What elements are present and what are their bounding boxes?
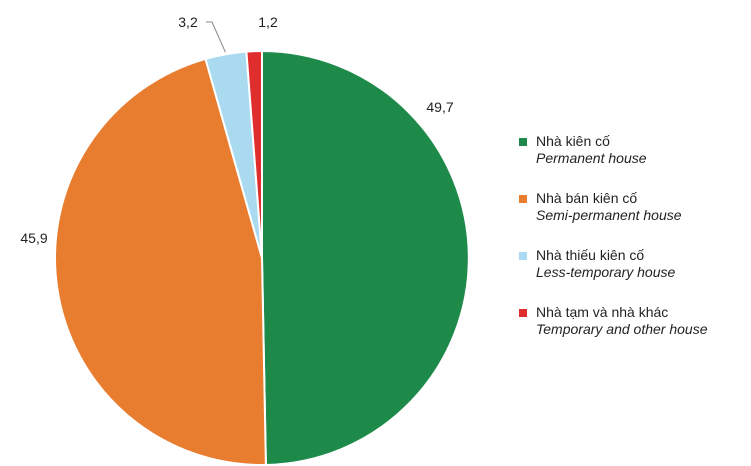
data-label-semi-permanent: 45,9 [20,230,47,246]
data-label-temporary-other: 1,2 [258,14,278,30]
legend-label-en: Less-temporary house [536,264,676,280]
pie-slice-semi-permanent [54,57,267,466]
legend-swatch-temporary-other [519,309,527,317]
legend-item-semi-permanent: Nhà bán kiên cố Semi-permanent house [519,190,751,247]
legend-item-permanent: Nhà kiên cố Permanent house [519,133,751,190]
legend-swatch-permanent [519,138,527,146]
data-label-permanent: 49,7 [426,99,453,115]
legend-label-en: Semi-permanent house [536,207,682,223]
legend-label-vi: Nhà kiên cố [536,133,610,149]
legend-label-en: Permanent house [536,150,647,166]
legend-item-temporary-other: Nhà tạm và nhà khác Temporary and other … [519,304,751,361]
pie-slice-temporary-other [245,49,263,259]
leader-line-less-temporary [206,21,226,53]
data-label-less-temporary: 3,2 [178,14,198,30]
chart-legend: Nhà kiên cố Permanent house Nhà bán kiên… [519,133,751,361]
legend-label-vi: Nhà tạm và nhà khác [536,304,669,320]
legend-label-vi: Nhà thiếu kiên cố [536,247,645,263]
legend-swatch-semi-permanent [519,195,527,203]
legend-item-less-temporary: Nhà thiếu kiên cố Less-temporary house [519,247,751,304]
legend-label-vi: Nhà bán kiên cố [536,190,638,206]
legend-swatch-less-temporary [519,252,527,260]
pie-slice-permanent [261,49,470,466]
legend-label-en: Temporary and other house [536,321,708,337]
